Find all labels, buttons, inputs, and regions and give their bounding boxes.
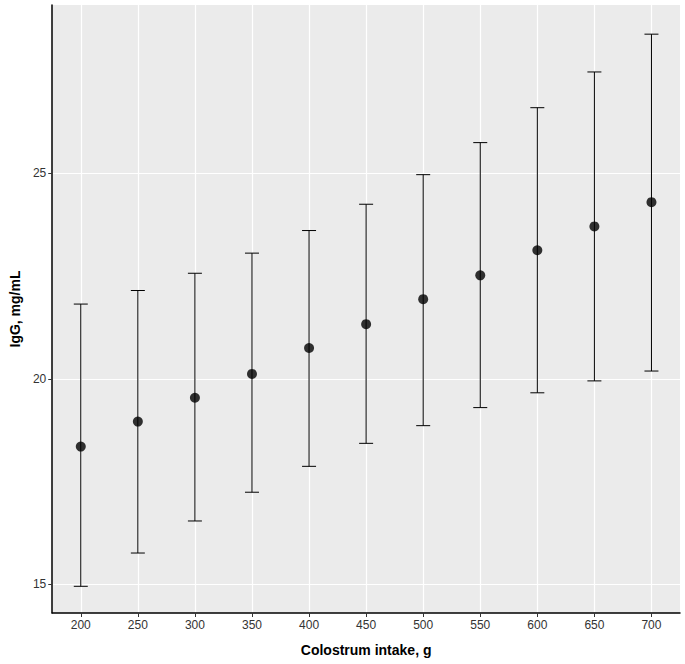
- svg-text:550: 550: [470, 618, 490, 632]
- svg-text:700: 700: [641, 618, 661, 632]
- svg-text:400: 400: [299, 618, 319, 632]
- svg-text:15: 15: [33, 577, 47, 591]
- svg-text:IgG, mg/mL: IgG, mg/mL: [7, 270, 23, 347]
- svg-text:600: 600: [527, 618, 547, 632]
- svg-text:250: 250: [128, 618, 148, 632]
- svg-text:650: 650: [584, 618, 604, 632]
- svg-text:200: 200: [71, 618, 91, 632]
- svg-text:Colostrum intake, g: Colostrum intake, g: [301, 642, 432, 658]
- svg-text:500: 500: [413, 618, 433, 632]
- svg-text:450: 450: [356, 618, 376, 632]
- svg-text:300: 300: [185, 618, 205, 632]
- svg-text:25: 25: [33, 166, 47, 180]
- svg-text:350: 350: [242, 618, 262, 632]
- svg-text:20: 20: [33, 372, 47, 386]
